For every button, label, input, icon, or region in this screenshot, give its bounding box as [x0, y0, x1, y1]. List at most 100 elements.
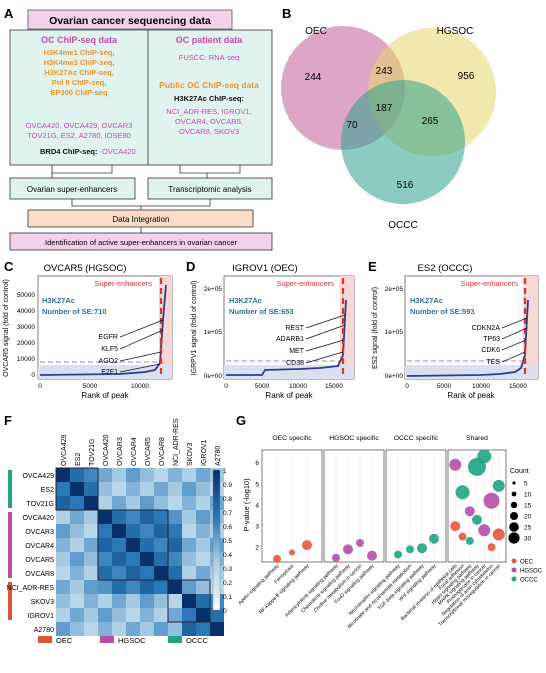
heatmap-cell — [84, 510, 98, 524]
g-group-key — [511, 558, 517, 564]
heatmap-row-label: OVCAR4 — [25, 543, 54, 550]
g-facet-panel — [323, 449, 385, 563]
g-count-key — [511, 491, 517, 497]
heatmap-cell — [140, 580, 154, 594]
heatmap-col-label: OVCA420 — [103, 434, 110, 466]
public-heading: Public OC ChIP-seq data — [159, 80, 259, 90]
brd4-cell: OVCA420 — [102, 147, 136, 156]
panel-c-ytick-4: 40000 — [17, 308, 35, 315]
heatmap-col-label: OVCA429 — [61, 434, 68, 466]
panel-d-se: Super-enhancers — [276, 279, 334, 288]
heatmap-scale-label: 0.5 — [223, 538, 232, 545]
heatmap-cells — [56, 468, 224, 636]
panel-e: ES2 (OCCC) Super-enhancers H3K27Ac Numbe… — [372, 263, 539, 400]
heatmap-cell — [98, 524, 112, 538]
g-group-label: HGSOC — [520, 569, 543, 575]
heatmap-cell — [56, 552, 70, 566]
heatmap-cell — [168, 538, 182, 552]
panel-c-ytick-5: 50000 — [17, 292, 35, 299]
heatmap-cell — [84, 468, 98, 482]
heatmap-scale-label: 0.2 — [223, 580, 232, 587]
g-count-key — [508, 532, 520, 544]
heatmap-cell — [154, 468, 168, 482]
g-count-key — [512, 481, 516, 485]
box-transcriptomic: Transcriptomic analysis — [168, 185, 251, 194]
heatmap-cell — [70, 580, 84, 594]
heatmap-cell — [56, 482, 70, 496]
heatmap-cell — [84, 552, 98, 566]
heatmap-cell — [112, 552, 126, 566]
heatmap-cell — [154, 622, 168, 636]
heatmap-scale-label: 1 — [223, 468, 227, 475]
chip-cells-0: OVCA420, OVCA429, OVCAR3 — [26, 121, 133, 130]
panel-e-gene-2: CDK6 — [481, 347, 500, 354]
patient-heading: OC patient data — [176, 35, 244, 45]
panel-c-xtick-2: 10000 — [131, 383, 149, 390]
heatmap-cell — [84, 524, 98, 538]
g-facet-title: HGSOC specific — [329, 435, 379, 442]
g-point — [273, 554, 281, 563]
public-cells-2: OVCAR8, SKOV3 — [179, 127, 239, 136]
heatmap-col-label: OVCAR3 — [117, 437, 124, 466]
heatmap-col-label: A2780 — [215, 446, 222, 466]
g-count-label: 10 — [524, 492, 532, 499]
panel-d-title: IGROV1 (OEC) — [232, 263, 297, 274]
venn-count-hgsoc-only: 956 — [458, 71, 475, 82]
heatmap-col-label: TOV21G — [89, 439, 96, 467]
heatmap-cell — [112, 524, 126, 538]
panel-e-xtick-2: 10000 — [472, 383, 490, 390]
g-point — [483, 492, 500, 509]
g-point — [367, 550, 377, 561]
heatmap-row-label: ES2 — [41, 487, 54, 494]
venn-label-occc: OCCC — [388, 220, 417, 231]
heatmap-scale-label: 0.7 — [223, 510, 232, 517]
heatmap-scale-label: 0.1 — [223, 594, 232, 601]
panel-d-gene-1: ADARB1 — [276, 336, 304, 343]
heatmap-cell — [56, 510, 70, 524]
panel-d-xlabel: Rank of peak — [265, 391, 313, 400]
heatmap-cell — [140, 496, 154, 510]
heatmap-cell — [168, 482, 182, 496]
g-facet-title: OEC specific — [272, 435, 312, 442]
panel-e-ytick-1: 1e+05 — [385, 329, 404, 336]
panel-c-mark: H3K27Ac — [42, 296, 75, 305]
heatmap-cell — [98, 608, 112, 622]
panel-e-se: Super-enhancers — [460, 279, 518, 288]
heatmap-cell — [98, 468, 112, 482]
heatmap-cell — [126, 594, 140, 608]
heatmap-cell — [112, 622, 126, 636]
g-count-title: Count — [510, 468, 529, 475]
heatmap-scale: 1 0.9 0.8 0.7 0.6 0.5 0.4 0.3 0.2 0.1 0 — [223, 468, 232, 615]
heatmap-cell — [84, 580, 98, 594]
fuscc: FUSCC: RNA-seq — [179, 53, 239, 62]
heatmap-cell — [70, 538, 84, 552]
heatmap-cell — [70, 594, 84, 608]
heatmap-row-label: OVCAR5 — [25, 557, 54, 564]
heatmap-cell — [154, 524, 168, 538]
g-group-label: OCCC — [520, 578, 538, 584]
heatmap-col-label: OVCAR8 — [159, 437, 166, 466]
heatmap-cell — [168, 566, 182, 580]
panel-d-ylabel: IGRPV1 signal (fold of control) — [191, 281, 198, 376]
panel-c-gene-1: KLF5 — [101, 346, 118, 353]
heatmap-cell — [140, 524, 154, 538]
heatmap-cell — [56, 622, 70, 636]
venn-count-occc-only: 516 — [397, 180, 414, 191]
heatmap-cell — [126, 496, 140, 510]
heatmap-cell — [56, 608, 70, 622]
heatmap-cell — [140, 468, 154, 482]
g-point — [343, 544, 353, 555]
panel-d-xtick-2: 10000 — [289, 383, 307, 390]
heatmap-cell — [126, 622, 140, 636]
heatmap-scale-label: 0.9 — [223, 482, 232, 489]
heatmap-row-labels: OVCA429 ES2 TOV21G OVCA420 OVCAR3 OVCAR4 OVCAR… — [7, 473, 55, 634]
g-ylabel: P-value (-log10) — [242, 478, 251, 532]
g-point — [429, 533, 439, 544]
heatmap-cell — [56, 594, 70, 608]
panel-c-gene-2: AGO2 — [99, 358, 119, 365]
heatmap-cell — [126, 552, 140, 566]
heatmap-cell — [126, 524, 140, 538]
heatmap-cell — [168, 622, 182, 636]
heatmap-cell — [168, 468, 182, 482]
heatmap-cell — [196, 524, 210, 538]
